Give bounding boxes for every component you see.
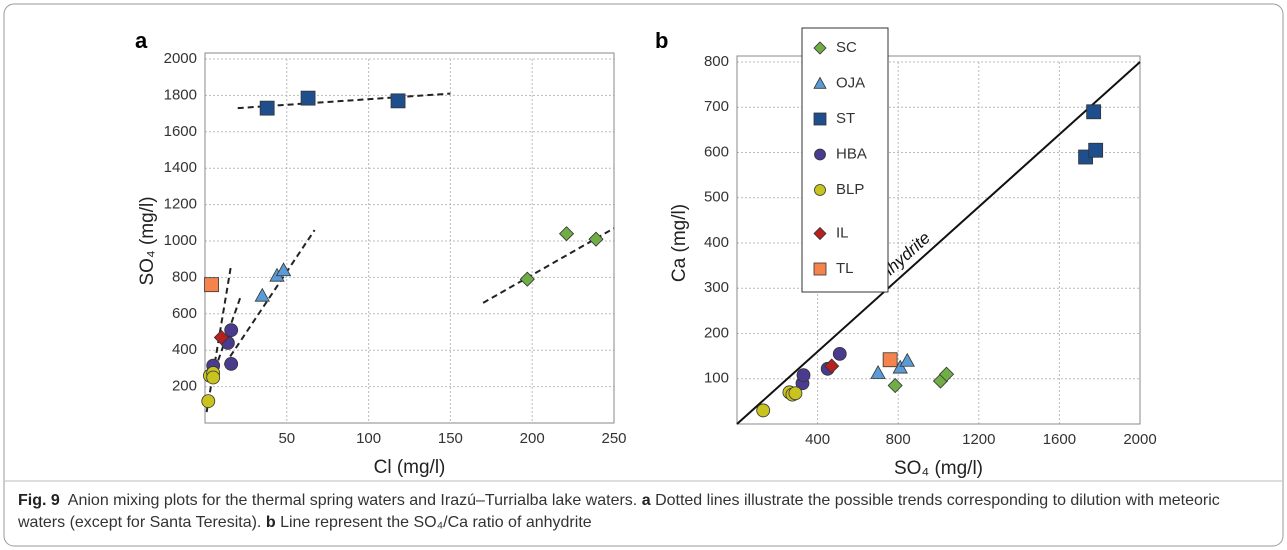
point [887, 377, 903, 394]
point [254, 287, 270, 302]
trend-line [223, 229, 316, 366]
y-axis-label: Ca (mg/l) [669, 204, 690, 282]
plot-frame [204, 52, 615, 424]
point [201, 394, 216, 409]
y-tick-label: 1000 [164, 232, 197, 249]
y-axis-label: SO₄ (mg/l) [137, 196, 158, 285]
y-tick-label: 1800 [164, 86, 197, 103]
caption-text: Dotted lines illustrate the possible tre… [18, 492, 1220, 531]
x-tick-label: 1200 [962, 431, 995, 448]
point [390, 93, 406, 109]
point [204, 277, 219, 293]
caption-panel-label: b [265, 514, 276, 531]
legend-marker [813, 41, 827, 55]
legend-marker [814, 184, 826, 196]
point [788, 386, 803, 401]
point [882, 352, 898, 368]
legend-label: OJA [836, 74, 865, 91]
panel-label: a [135, 28, 148, 53]
point [300, 90, 316, 106]
x-axis-label: Cl (mg/l) [374, 457, 446, 478]
legend-label: BLP [836, 181, 864, 198]
y-tick-label: 1600 [164, 123, 197, 140]
reference-line [736, 61, 1141, 425]
caption-text: Anion mixing plots for the thermal sprin… [67, 492, 638, 509]
point [796, 368, 811, 383]
legend-label: TL [836, 260, 854, 277]
caption-text: Line represent the SO₄/Ca ratio of anhyd… [280, 514, 592, 531]
legend-label: IL [836, 224, 849, 241]
plot-frame [736, 55, 1141, 425]
x-tick-label: 800 [886, 431, 911, 448]
point [832, 346, 847, 361]
point [213, 329, 229, 346]
point [1088, 142, 1104, 158]
panel-label: b [655, 28, 668, 53]
point [899, 352, 915, 367]
y-tick-label: 700 [704, 98, 729, 115]
point [870, 365, 886, 379]
legend-label: ST [836, 110, 855, 127]
y-tick-label: 500 [704, 189, 729, 206]
caption: Fig. 9 Anion mixing plots for the therma… [18, 490, 1268, 534]
x-tick-label: 400 [805, 431, 830, 448]
point [938, 366, 955, 382]
x-tick-label: 250 [601, 430, 626, 447]
y-tick-label: 1200 [164, 196, 197, 213]
x-tick-label: 1600 [1043, 431, 1076, 448]
legend-marker [814, 148, 826, 161]
x-tick-label: 50 [278, 430, 295, 447]
point [275, 262, 292, 277]
legend-label: SC [836, 39, 857, 56]
point [259, 100, 275, 116]
legend-label: HBA [836, 145, 867, 162]
point [224, 323, 239, 338]
point [206, 370, 221, 385]
x-axis-label: SO₄ (mg/l) [894, 458, 983, 479]
y-tick-label: 800 [172, 268, 197, 285]
legend-marker [813, 76, 827, 89]
point [824, 358, 840, 374]
y-tick-label: 200 [172, 378, 197, 395]
y-tick-label: 100 [704, 370, 729, 387]
point [558, 226, 575, 242]
y-tick-label: 400 [172, 341, 197, 358]
y-tick-label: 2000 [164, 50, 197, 67]
y-tick-label: 600 [172, 305, 197, 322]
fig-label: Fig. 9 [18, 492, 60, 509]
legend-marker [813, 262, 827, 276]
y-tick-label: 300 [704, 279, 729, 296]
point [519, 271, 535, 287]
figure-border [3, 3, 1284, 547]
point [588, 231, 604, 247]
x-tick-label: 2000 [1123, 431, 1156, 448]
caption-panel-label: a [641, 492, 651, 509]
x-tick-label: 100 [356, 430, 381, 447]
point [756, 403, 771, 418]
y-tick-label: 200 [704, 324, 729, 341]
point [1086, 104, 1102, 120]
x-tick-label: 150 [438, 430, 463, 447]
legend-marker [813, 112, 827, 126]
y-tick-label: 1400 [164, 159, 197, 176]
point [224, 356, 239, 371]
x-tick-label: 200 [520, 430, 545, 447]
y-tick-label: 800 [704, 53, 729, 70]
legend-box [801, 27, 889, 293]
y-tick-label: 400 [704, 234, 729, 251]
y-tick-label: 600 [704, 143, 729, 160]
legend-marker [813, 226, 827, 241]
